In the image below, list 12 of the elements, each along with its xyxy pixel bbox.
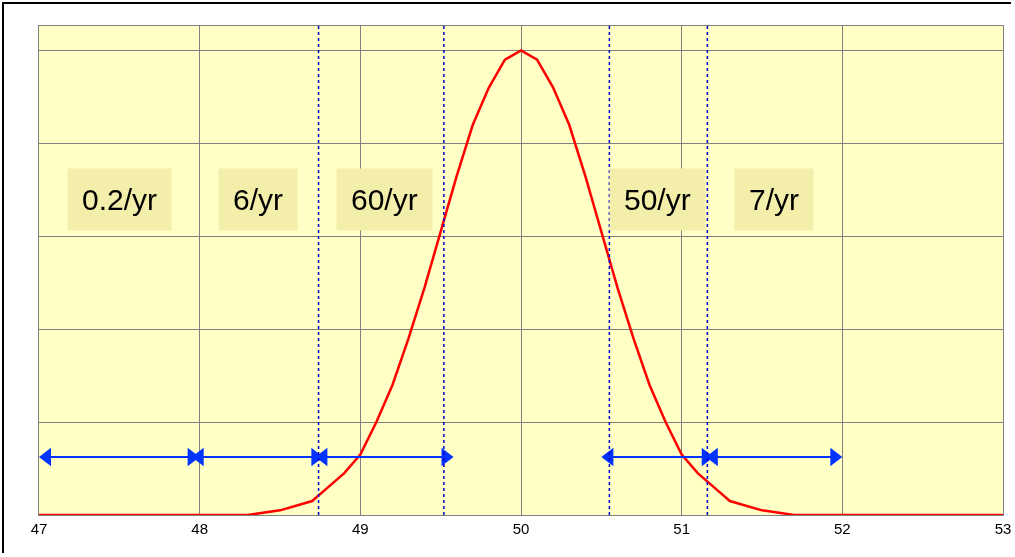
x-tick-label: 49 bbox=[351, 520, 369, 537]
x-tick-label: 53 bbox=[994, 520, 1012, 537]
x-tick-label: 51 bbox=[673, 520, 691, 537]
annotation: 60/yr bbox=[351, 183, 418, 216]
x-tick-label: 47 bbox=[30, 520, 48, 537]
x-tick-label: 48 bbox=[191, 520, 209, 537]
annotation: 0.2/yr bbox=[82, 183, 158, 216]
annotation: 6/yr bbox=[233, 183, 284, 216]
annotation: 50/yr bbox=[624, 183, 691, 216]
x-tick-label: 52 bbox=[833, 520, 851, 537]
x-tick-label: 50 bbox=[512, 520, 530, 537]
annotation: 7/yr bbox=[749, 183, 800, 216]
